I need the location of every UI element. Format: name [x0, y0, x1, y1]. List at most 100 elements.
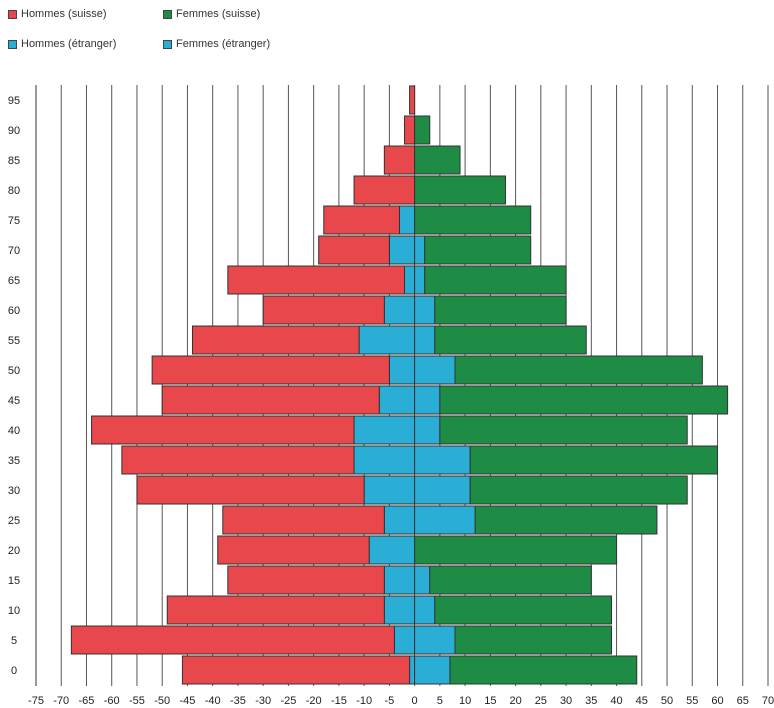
bar-femmes-etranger: [414, 355, 456, 385]
bar-femmes-suisse: [414, 115, 431, 145]
bar-hommes-suisse: [404, 115, 416, 145]
y-tick-label: 70: [8, 245, 20, 257]
bar-femmes-etranger: [414, 595, 436, 625]
bar-hommes-etranger: [383, 505, 416, 535]
x-tick-label: 70: [762, 695, 774, 707]
x-tick-label: -50: [154, 695, 170, 707]
legend-swatch-hommes-suisse: [8, 9, 17, 19]
bar-femmes-suisse: [439, 415, 688, 445]
x-tick-label: -75: [28, 695, 44, 707]
x-tick-label: -65: [79, 695, 95, 707]
x-tick-label: -60: [104, 695, 120, 707]
x-tick-label: -25: [280, 695, 296, 707]
bar-hommes-etranger: [409, 655, 416, 685]
legend-swatch-femmes-suisse: [163, 9, 172, 19]
bar-hommes-suisse: [136, 475, 365, 505]
bar-femmes-suisse: [454, 625, 613, 655]
x-tick-label: 45: [636, 695, 648, 707]
x-tick-label: -10: [356, 695, 372, 707]
x-tick-label: -20: [306, 695, 322, 707]
bar-hommes-suisse: [91, 415, 355, 445]
x-tick-label: 5: [437, 695, 443, 707]
bar-hommes-etranger: [383, 595, 416, 625]
y-tick-label: 25: [8, 515, 20, 527]
y-tick-label: 10: [8, 605, 20, 617]
legend-label-hommes-etranger: Hommes (étranger): [21, 38, 117, 50]
bar-hommes-suisse: [323, 205, 400, 235]
bar-hommes-etranger: [378, 385, 416, 415]
bar-femmes-etranger: [414, 475, 471, 505]
bar-femmes-suisse: [434, 295, 567, 325]
bar-hommes-etranger: [388, 355, 416, 385]
bar-hommes-suisse: [353, 175, 416, 205]
bar-femmes-etranger: [414, 295, 436, 325]
bar-femmes-suisse: [434, 325, 587, 355]
bar-hommes-suisse: [227, 265, 406, 295]
bar-hommes-suisse: [166, 595, 385, 625]
bar-femmes-suisse: [439, 385, 729, 415]
bar-femmes-etranger: [414, 415, 441, 445]
y-tick-label: 15: [8, 575, 20, 587]
bar-hommes-etranger: [388, 235, 416, 265]
y-tick-label: 45: [8, 395, 20, 407]
bar-hommes-etranger: [404, 265, 416, 295]
bar-femmes-suisse: [414, 205, 532, 235]
bar-hommes-suisse: [262, 295, 385, 325]
bar-femmes-etranger: [414, 235, 426, 265]
x-tick-label: -45: [179, 695, 195, 707]
bar-hommes-suisse: [217, 535, 370, 565]
y-tick-label: 0: [11, 665, 17, 677]
bar-femmes-etranger: [414, 445, 471, 475]
x-tick-label: 55: [686, 695, 698, 707]
bar-femmes-etranger: [414, 265, 426, 295]
bar-hommes-suisse: [227, 565, 385, 595]
y-tick-label: 55: [8, 335, 20, 347]
bar-femmes-suisse: [469, 475, 688, 505]
x-tick-label: -40: [205, 695, 221, 707]
legend-item-hommes-etranger: Hommes (étranger): [8, 38, 116, 50]
legend-item-hommes-suisse: Hommes (suisse): [8, 8, 107, 20]
y-tick-label: 85: [8, 155, 20, 167]
y-tick-label: 90: [8, 125, 20, 137]
bar-hommes-etranger: [383, 295, 416, 325]
y-tick-label: 80: [8, 185, 20, 197]
bar-hommes-etranger: [383, 565, 416, 595]
bar-hommes-etranger: [363, 475, 416, 505]
bar-femmes-etranger: [414, 655, 451, 685]
y-tick-label: 20: [8, 545, 20, 557]
x-tick-label: -15: [331, 695, 347, 707]
y-tick-label: 75: [8, 215, 20, 227]
y-tick-label: 65: [8, 275, 20, 287]
bar-femmes-suisse: [414, 535, 618, 565]
bar-hommes-etranger: [353, 415, 416, 445]
bar-femmes-suisse: [469, 445, 719, 475]
bar-femmes-etranger: [414, 565, 431, 595]
x-tick-label: 35: [585, 695, 597, 707]
legend-item-femmes-etranger: Femmes (étranger): [163, 38, 270, 50]
bar-hommes-etranger: [358, 325, 416, 355]
y-tick-label: 40: [8, 425, 20, 437]
bar-femmes-etranger: [414, 505, 476, 535]
bar-femmes-suisse: [414, 145, 461, 175]
bar-hommes-etranger: [353, 445, 416, 475]
bar-hommes-suisse: [318, 235, 390, 265]
legend: Hommes (suisse) Femmes (suisse) Hommes (…: [8, 8, 328, 58]
bar-femmes-suisse: [429, 565, 592, 595]
x-tick-label: 10: [459, 695, 471, 707]
bar-hommes-suisse: [161, 385, 380, 415]
legend-label-femmes-suisse: Femmes (suisse): [176, 8, 261, 20]
x-tick-label: 30: [560, 695, 572, 707]
bar-femmes-suisse: [414, 175, 506, 205]
x-tick-label: 65: [737, 695, 749, 707]
legend-swatch-femmes-etranger: [163, 39, 172, 49]
x-tick-label: 60: [711, 695, 723, 707]
bar-hommes-etranger: [398, 205, 416, 235]
bar-hommes-suisse: [409, 85, 416, 115]
bar-hommes-suisse: [222, 505, 385, 535]
x-tick-label: 15: [484, 695, 496, 707]
x-tick-label: -55: [129, 695, 145, 707]
y-tick-label: 60: [8, 305, 20, 317]
bar-femmes-suisse: [474, 505, 658, 535]
y-tick-label: 95: [8, 95, 20, 107]
